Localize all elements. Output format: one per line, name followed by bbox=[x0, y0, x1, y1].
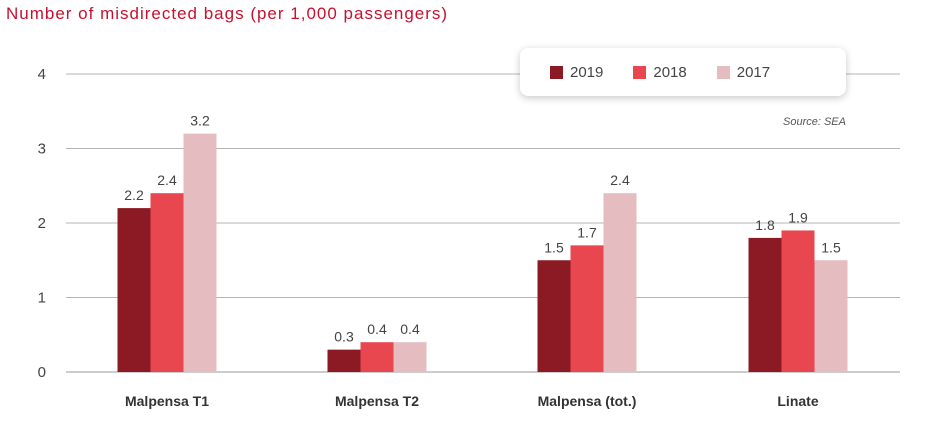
bar-2019-1 bbox=[327, 349, 361, 372]
chart-title: Number of misdirected bags (per 1,000 pa… bbox=[6, 4, 449, 23]
data-label-2018-3: 1.9 bbox=[788, 209, 808, 225]
legend-swatch-2018 bbox=[633, 65, 647, 79]
x-tick-label-0: Malpensa T1 bbox=[125, 393, 209, 409]
legend-label-2017: 2017 bbox=[736, 63, 771, 81]
data-labels: 2.2 2.4 3.2 0.3 0.4 0.4 1.5 1.7 2.4 1.8 1.9 1.5 bbox=[124, 113, 841, 345]
data-label-2019-1: 0.3 bbox=[334, 329, 354, 345]
legend-swatch-2017 bbox=[716, 65, 730, 79]
bar-2019-2 bbox=[537, 260, 571, 372]
data-label-2017-2: 2.4 bbox=[610, 172, 630, 188]
data-label-2019-2: 1.5 bbox=[544, 239, 564, 255]
y-tick-label-3: 3 bbox=[38, 141, 46, 158]
data-label-2018-1: 0.4 bbox=[367, 321, 387, 337]
bar-2018-2 bbox=[570, 245, 604, 372]
x-tick-label-1: Malpensa T2 bbox=[335, 393, 419, 409]
y-tick-label-1: 1 bbox=[38, 290, 46, 307]
x-axis-ticks: Malpensa T1 Malpensa T2 Malpensa (tot.) Lin… bbox=[125, 393, 819, 409]
legend: 2019 2018 2017 bbox=[520, 48, 846, 96]
bar-2017-3 bbox=[814, 260, 848, 372]
data-label-2019-0: 2.2 bbox=[124, 187, 144, 203]
legend-label-2019: 2019 bbox=[570, 63, 604, 81]
data-label-2019-3: 1.8 bbox=[755, 217, 775, 233]
bar-2018-1 bbox=[360, 342, 394, 372]
legend-swatch-2019 bbox=[550, 65, 563, 79]
bar-2018-3 bbox=[781, 230, 815, 372]
x-tick-label-3: Linate bbox=[777, 393, 818, 409]
x-tick-label-2: Malpensa (tot.) bbox=[538, 393, 637, 409]
legend-label-2018: 2018 bbox=[653, 63, 687, 81]
data-label-2017-1: 0.4 bbox=[400, 321, 420, 337]
legend-item-2018: 2018 bbox=[633, 63, 687, 81]
bars bbox=[117, 133, 848, 372]
bar-2017-1 bbox=[393, 342, 427, 372]
data-label-2018-2: 1.7 bbox=[577, 224, 597, 240]
data-label-2018-0: 2.4 bbox=[157, 172, 177, 188]
bar-2019-3 bbox=[748, 237, 782, 372]
y-tick-label-4: 4 bbox=[38, 66, 46, 83]
bar-2017-2 bbox=[603, 193, 637, 372]
bar-2019-0 bbox=[117, 208, 151, 372]
source-note: Source: SEA bbox=[783, 116, 846, 128]
y-tick-label-2: 2 bbox=[38, 215, 46, 232]
bar-2017-0 bbox=[183, 133, 217, 372]
data-label-2017-3: 1.5 bbox=[821, 239, 841, 255]
legend-item-2019: 2019 bbox=[550, 64, 603, 81]
y-axis-ticks: 0 1 2 3 4 bbox=[38, 66, 46, 381]
data-label-2017-0: 3.2 bbox=[190, 113, 210, 129]
legend-item-2017: 2017 bbox=[716, 63, 771, 81]
bar-2018-0 bbox=[150, 193, 184, 372]
y-tick-label-0: 0 bbox=[38, 364, 46, 381]
